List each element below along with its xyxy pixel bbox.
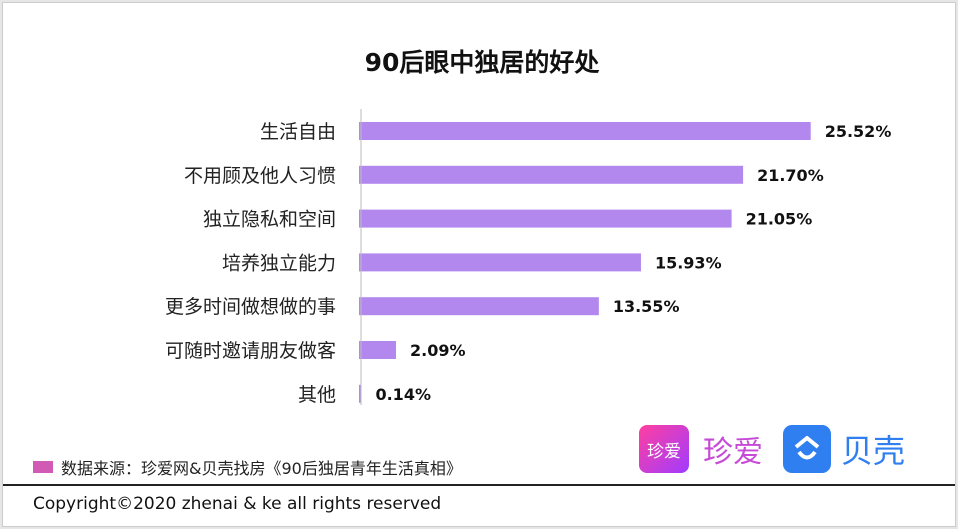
copyright: Copyright©2020 zhenai & ke all rights re… <box>33 494 442 514</box>
value-label: 15.93% <box>655 253 722 272</box>
category-label: 独立隐私和空间 <box>203 209 336 231</box>
value-label: 0.14% <box>375 385 431 404</box>
zhenai-logo-text: 珍爱 <box>703 435 763 470</box>
data-source: 数据来源：珍爱网&贝壳找房《90后独居青年生活真相》 <box>33 455 462 479</box>
ke-logo: 贝壳 <box>783 425 905 473</box>
value-label: 21.05% <box>746 210 813 229</box>
bar <box>359 165 744 184</box>
bar <box>359 209 732 228</box>
value-label: 21.70% <box>757 166 824 185</box>
value-label: 2.09% <box>410 341 466 360</box>
category-label: 其他 <box>298 384 336 406</box>
bar-chart: 生活自由 25.52% 不用顾及他人习惯 21.70% 独立隐私和空间 21.05% 培养独… <box>165 109 892 406</box>
bar <box>359 122 811 140</box>
category-label: 培养独立能力 <box>222 252 336 274</box>
bar <box>359 253 641 272</box>
category-label: 更多时间做想做的事 <box>165 296 336 318</box>
bar <box>359 341 396 359</box>
bar <box>359 384 362 403</box>
source-text: 数据来源：珍爱网&贝壳找房《90后独居青年生活真相》 <box>61 459 462 478</box>
chart-title: 90后眼中独居的好处 <box>364 48 600 77</box>
legend-swatch <box>33 461 53 473</box>
ke-logo-text: 贝壳 <box>841 432 906 470</box>
zhenai-logo: 珍爱 珍爱 <box>639 425 763 473</box>
category-label: 可随时邀请朋友做客 <box>165 340 336 362</box>
category-label: 生活自由 <box>260 121 336 143</box>
zhenai-logo-box: 珍爱 <box>639 425 689 473</box>
bar <box>359 297 599 316</box>
footer-divider <box>3 484 955 486</box>
value-label: 25.52% <box>825 122 892 141</box>
ke-house-icon <box>783 425 831 473</box>
value-label: 13.55% <box>613 297 680 316</box>
category-label: 不用顾及他人习惯 <box>184 165 336 187</box>
